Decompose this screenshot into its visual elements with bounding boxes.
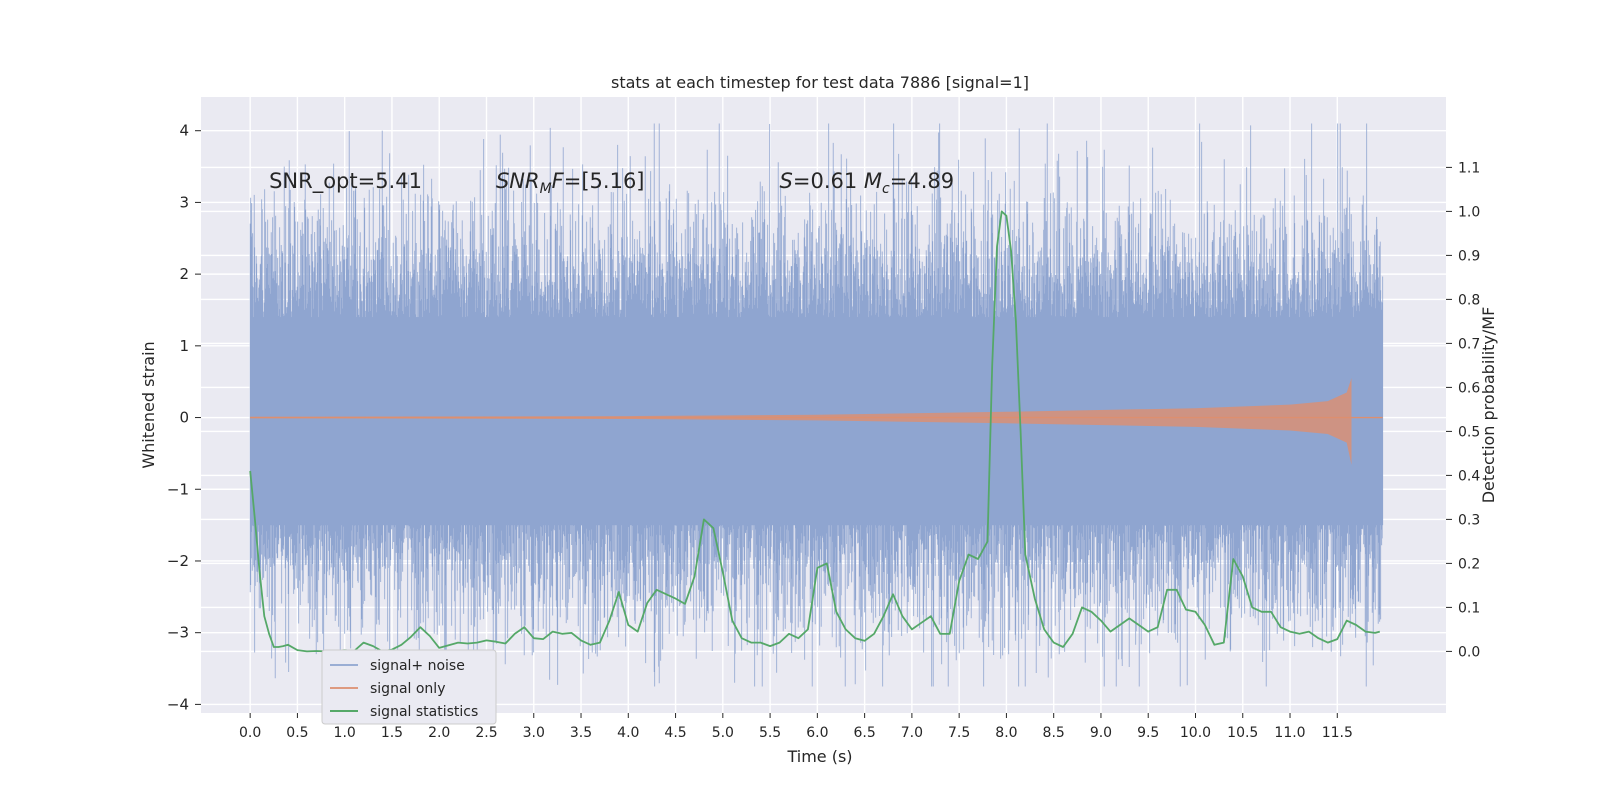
- x-tick-label: 7.5: [948, 725, 970, 741]
- y2-tick-label: 0.7: [1458, 336, 1480, 352]
- x-tick-label: 8.5: [1043, 725, 1065, 741]
- signal-only-chirp: [250, 378, 1352, 465]
- signal-noise-line: [249, 123, 1384, 687]
- y-tick-label: 1: [179, 337, 189, 355]
- x-tick-label: 5.0: [712, 725, 734, 741]
- y2-tick-label: 0.9: [1458, 248, 1480, 264]
- x-tick-label: 10.0: [1180, 725, 1211, 741]
- signal-statistics-line: [249, 210, 1381, 653]
- y-tick-label: 4: [179, 122, 189, 140]
- y2-tick-label: 0.2: [1458, 556, 1480, 572]
- x-tick-label: 11.5: [1322, 725, 1353, 741]
- x-tick-label: 2.5: [475, 725, 497, 741]
- annotation-3: S=0.61 Mc=4.89: [780, 169, 955, 197]
- x-tick-label: 3.0: [523, 725, 545, 741]
- legend-label: signal only: [370, 681, 445, 697]
- annotations: SNR_opt=5.41 SNRMF=[5.16] S=0.61 Mc=4.89: [269, 169, 954, 197]
- axes: 0.0 0.5 1.0 1.5 2.0 2.5 3.0 3.5 4.0 4.5 5.0 5.5 6.0 6…: [167, 122, 1480, 741]
- series-group: [249, 123, 1384, 687]
- x-tick-label: 7.0: [901, 725, 923, 741]
- x-tick-label: 4.0: [617, 725, 639, 741]
- x-tick-label: 0.0: [239, 725, 261, 741]
- y-tick-label: 3: [179, 193, 189, 211]
- annotation-2: SNRMF=[5.16]: [496, 169, 645, 197]
- x-tick-label: 3.5: [570, 725, 592, 741]
- x-tick-label: 6.0: [806, 725, 828, 741]
- y-tick-label: −1: [167, 480, 189, 498]
- y-tick-label: 0: [179, 409, 189, 427]
- x-tick-label: 6.5: [853, 725, 875, 741]
- y-tick-label: −2: [167, 552, 189, 570]
- x-tick-label: 9.5: [1137, 725, 1159, 741]
- legend: signal+ noise signal only signal statistic…: [321, 649, 497, 725]
- y2-tick-label: 0.1: [1458, 600, 1480, 616]
- x-tick-label: 8.0: [995, 725, 1017, 741]
- x-tick-label: 1.5: [381, 725, 403, 741]
- y-axis-label: Whitened strain: [139, 341, 158, 468]
- x-tick-label: 0.5: [286, 725, 308, 741]
- x-tick-label: 9.0: [1090, 725, 1112, 741]
- legend-box: [321, 649, 497, 725]
- x-axis-label: Time (s): [786, 747, 852, 766]
- y2-tick-label: 0.6: [1458, 380, 1480, 396]
- x-tick-label: 5.5: [759, 725, 781, 741]
- y-tick-label: −4: [167, 695, 189, 713]
- chart-title: stats at each timestep for test data 788…: [611, 73, 1029, 92]
- x-tick-label: 4.5: [664, 725, 686, 741]
- y-tick-label: 2: [179, 265, 189, 283]
- y2-tick-label: 0.0: [1458, 644, 1480, 660]
- y2-tick-label: 0.8: [1458, 292, 1480, 308]
- x-tick-label: 1.0: [334, 725, 356, 741]
- y2-tick-label: 0.5: [1458, 424, 1480, 440]
- x-tick-label: 10.5: [1227, 725, 1258, 741]
- y-tick-label: −3: [167, 624, 189, 642]
- x-tick-label: 2.0: [428, 725, 450, 741]
- annotation-1: SNR_opt=5.41: [269, 169, 422, 194]
- legend-label: signal statistics: [370, 704, 478, 720]
- y2-tick-label: 0.3: [1458, 512, 1480, 528]
- legend-label: signal+ noise: [370, 658, 465, 674]
- y2-tick-label: 1.0: [1458, 204, 1480, 220]
- y2-tick-label: 1.1: [1458, 160, 1480, 176]
- y2-tick-label: 0.4: [1458, 468, 1480, 484]
- y2-axis-label: Detection probability/MF: [1479, 307, 1498, 504]
- x-tick-label: 11.0: [1274, 725, 1305, 741]
